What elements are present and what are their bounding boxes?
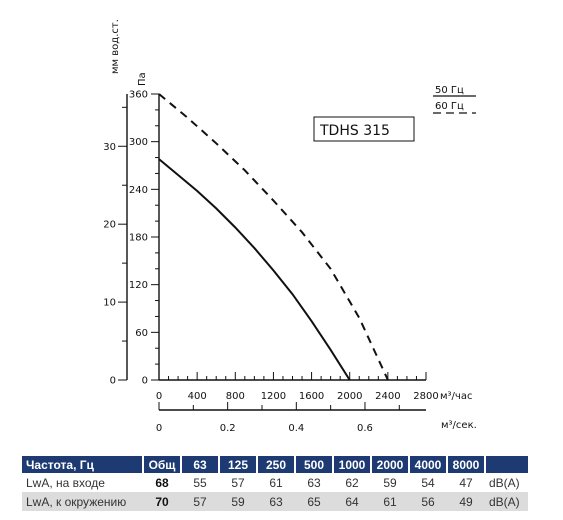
cell-unit: dB(A) xyxy=(489,475,520,490)
y-tick-label-pa: 240 xyxy=(129,185,148,196)
noise-level-table: Частота, Гц Общ 63 125 250 500 1000 2000… xyxy=(22,456,528,511)
x-tick-label: 2000 xyxy=(337,391,362,402)
x-tick-label: 1600 xyxy=(299,391,324,402)
header-125: 125 xyxy=(219,456,258,473)
cell-value: 47 xyxy=(459,475,473,490)
x-secondary-tick-label: 0 xyxy=(156,423,162,434)
x-secondary-tick-label: 0.4 xyxy=(288,423,304,434)
cell-value: 65 xyxy=(295,492,333,511)
cell-value: 54 xyxy=(421,475,435,490)
cell-value: 64 xyxy=(333,492,371,511)
x-secondary-tick-label: 0.6 xyxy=(357,423,373,434)
y-tick-label-pa: 60 xyxy=(135,328,148,339)
y-tick-label-mm: 30 xyxy=(103,142,116,153)
curve-60hz xyxy=(158,93,389,381)
header-2000: 2000 xyxy=(371,456,410,473)
y-tick-label-mm: 20 xyxy=(103,220,116,231)
x-tick-label: 2400 xyxy=(375,391,400,402)
y-tick-label-pa: 360 xyxy=(129,90,148,101)
x-tick-label: 2800 xyxy=(413,391,438,402)
cell-value: 56 xyxy=(409,492,447,511)
cell-value: 59 xyxy=(219,492,257,511)
cell-value: 62 xyxy=(345,475,359,490)
x-axis-secondary-label: м³/сек. xyxy=(441,420,477,431)
table-row: LwA, к окружению 70 57 59 63 65 64 61 56… xyxy=(22,492,528,511)
y-tick-label-pa: 300 xyxy=(129,137,148,148)
header-4000: 4000 xyxy=(409,456,448,473)
model-label-box xyxy=(313,116,415,142)
cell-value: 59 xyxy=(383,475,397,490)
legend-label-50hz: 50 Гц xyxy=(435,85,464,96)
cell-value: 57 xyxy=(231,475,245,490)
cell-value: 61 xyxy=(269,475,283,490)
model-label: TDHS 315 xyxy=(319,123,390,139)
cell-total: 70 xyxy=(143,492,181,511)
x-tick-label: 1200 xyxy=(261,391,286,402)
cell-value: 55 xyxy=(193,475,207,490)
x-secondary-tick-label: 0.2 xyxy=(220,423,236,434)
y-tick-label-mm: 0 xyxy=(110,376,116,387)
header-frequency: Частота, Гц xyxy=(22,456,144,473)
legend-label-60hz: 60 Гц xyxy=(435,101,464,112)
header-63: 63 xyxy=(181,456,220,473)
y-axis-label-mm: мм вод.ст. xyxy=(110,19,121,74)
y-tick-label-pa: 120 xyxy=(129,280,148,291)
curve-50hz xyxy=(158,158,351,381)
x-tick-label: 800 xyxy=(226,391,245,402)
cell-value: 57 xyxy=(181,492,219,511)
x-tick-label: 400 xyxy=(188,391,207,402)
table-row: LwA, на входе 68 55 57 61 63 62 59 54 47… xyxy=(22,473,528,492)
cell-value: 63 xyxy=(307,475,321,490)
cell-value: 61 xyxy=(371,492,409,511)
x-axis-label: м³/час xyxy=(440,391,472,402)
y-tick-label-pa: 0 xyxy=(142,376,148,387)
table-header-row: Частота, Гц Общ 63 125 250 500 1000 2000… xyxy=(22,456,528,473)
cell-value: 63 xyxy=(257,492,295,511)
cell-total: 68 xyxy=(155,475,169,490)
chart-series xyxy=(158,93,389,381)
header-250: 250 xyxy=(257,456,296,473)
header-500: 500 xyxy=(295,456,334,473)
header-total: Общ xyxy=(143,456,182,473)
cell-unit: dB(A) xyxy=(485,492,528,511)
cell-value: 49 xyxy=(447,492,485,511)
x-tick-label: 0 xyxy=(156,391,162,402)
y-tick-label-pa: 180 xyxy=(129,233,148,244)
row-label: LwA, на входе xyxy=(26,475,105,490)
header-1000: 1000 xyxy=(333,456,372,473)
y-tick-label-mm: 10 xyxy=(103,298,116,309)
row-label: LwA, к окружению xyxy=(22,492,143,511)
header-8000: 8000 xyxy=(447,456,486,473)
header-unit xyxy=(485,456,528,473)
y-axis-label-pa: Па xyxy=(137,72,148,86)
